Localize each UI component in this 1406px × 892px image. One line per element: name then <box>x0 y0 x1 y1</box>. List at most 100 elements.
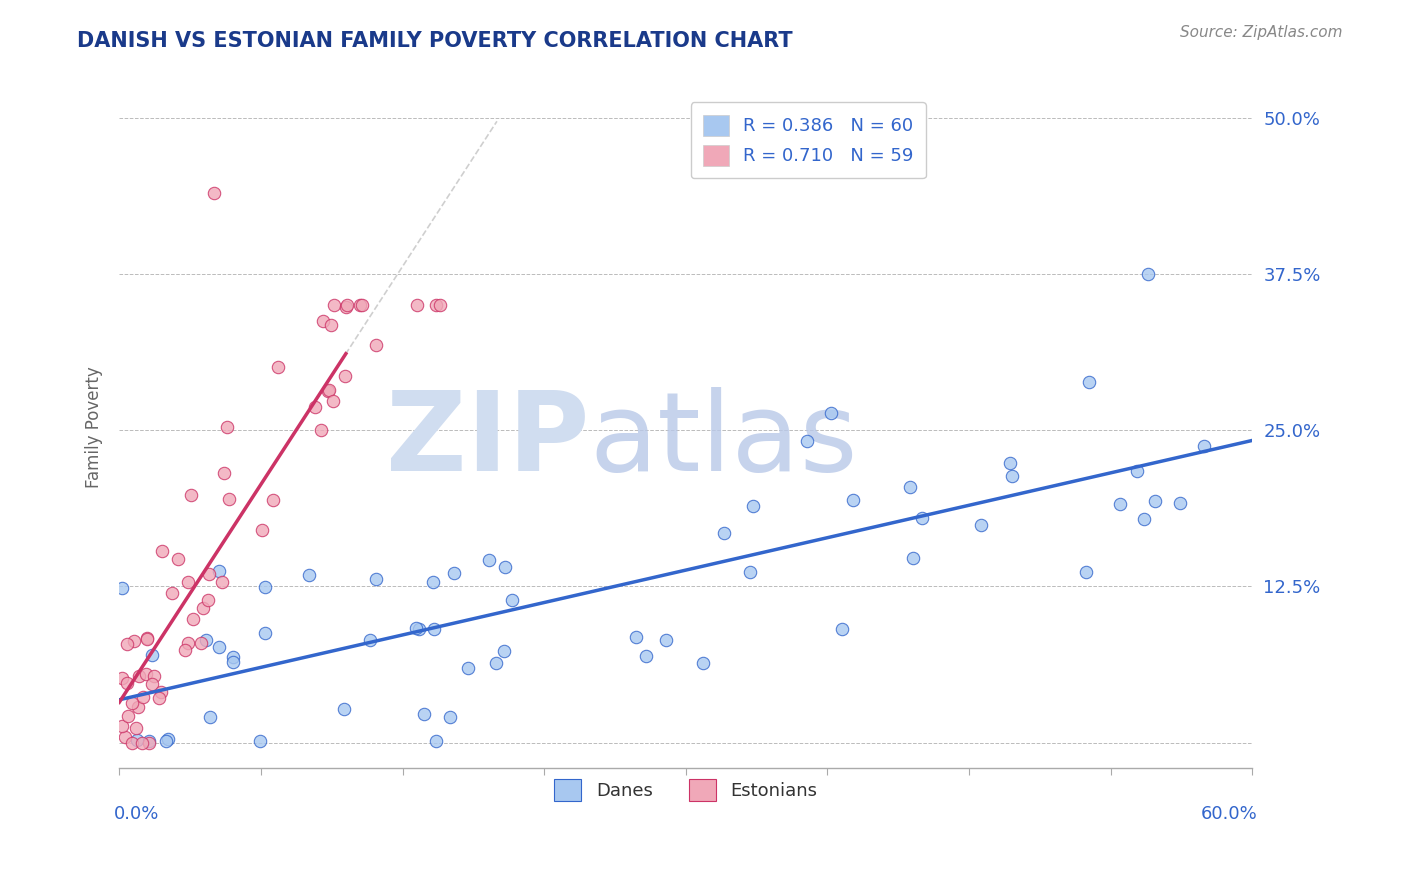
Point <box>1144 493 1167 508</box>
Point <box>422 575 444 590</box>
Text: 60.0%: 60.0% <box>1201 805 1258 823</box>
Point <box>1109 497 1132 511</box>
Point <box>132 690 155 704</box>
Point <box>115 637 138 651</box>
Point <box>322 298 344 312</box>
Point <box>901 550 924 565</box>
Point <box>692 656 714 670</box>
Point <box>998 456 1021 470</box>
Point <box>114 730 136 744</box>
Point <box>138 734 160 748</box>
Point <box>222 655 245 669</box>
Point <box>180 488 202 502</box>
Point <box>634 649 657 664</box>
Point <box>125 721 148 735</box>
Point <box>412 706 434 721</box>
Point <box>478 552 501 566</box>
Point <box>135 667 157 681</box>
Point <box>333 702 356 716</box>
Point <box>501 593 523 607</box>
Point <box>177 635 200 649</box>
Point <box>349 298 371 312</box>
Point <box>136 632 159 647</box>
Point <box>970 517 993 532</box>
Point <box>1192 439 1215 453</box>
Point <box>655 632 678 647</box>
Point <box>177 574 200 589</box>
Point <box>131 736 153 750</box>
Point <box>218 492 240 507</box>
Point <box>141 648 163 662</box>
Point <box>1074 565 1097 579</box>
Point <box>429 298 451 312</box>
Point <box>740 565 762 579</box>
Point <box>408 622 430 636</box>
Point <box>1001 469 1024 483</box>
Point <box>494 559 516 574</box>
Point <box>309 423 332 437</box>
Point <box>194 632 217 647</box>
Point <box>127 699 149 714</box>
Point <box>183 612 205 626</box>
Point <box>121 696 143 710</box>
Text: DANISH VS ESTONIAN FAMILY POVERTY CORRELATION CHART: DANISH VS ESTONIAN FAMILY POVERTY CORREL… <box>77 31 793 51</box>
Point <box>796 434 818 448</box>
Point <box>191 600 214 615</box>
Point <box>202 186 225 200</box>
Point <box>443 566 465 580</box>
Point <box>911 510 934 524</box>
Point <box>249 734 271 748</box>
Point <box>252 523 274 537</box>
Point <box>111 719 134 733</box>
Legend: R = 0.386   N = 60, R = 0.710   N = 59: R = 0.386 N = 60, R = 0.710 N = 59 <box>690 103 927 178</box>
Point <box>217 420 239 434</box>
Point <box>318 383 340 397</box>
Point <box>364 337 387 351</box>
Text: atlas: atlas <box>589 387 858 494</box>
Point <box>128 669 150 683</box>
Point <box>366 572 388 586</box>
Point <box>439 710 461 724</box>
Point <box>150 544 173 558</box>
Point <box>336 298 359 312</box>
Point <box>135 631 157 645</box>
Point <box>425 734 447 748</box>
Point <box>335 300 357 314</box>
Point <box>211 575 233 590</box>
Point <box>212 466 235 480</box>
Point <box>311 314 333 328</box>
Point <box>406 298 429 312</box>
Point <box>1077 375 1099 389</box>
Point <box>333 369 356 384</box>
Point <box>322 394 344 409</box>
Point <box>115 676 138 690</box>
Point <box>820 406 842 420</box>
Point <box>842 493 865 508</box>
Point <box>253 580 276 594</box>
Point <box>713 525 735 540</box>
Point <box>1168 496 1191 510</box>
Point <box>117 709 139 723</box>
Point <box>121 736 143 750</box>
Point <box>484 656 506 670</box>
Point <box>898 479 921 493</box>
Point <box>350 298 373 312</box>
Point <box>142 669 165 683</box>
Point <box>207 564 229 578</box>
Point <box>138 736 160 750</box>
Text: ZIP: ZIP <box>387 387 589 494</box>
Point <box>423 622 446 636</box>
Point <box>405 621 427 635</box>
Point <box>167 552 190 566</box>
Y-axis label: Family Poverty: Family Poverty <box>86 366 103 488</box>
Point <box>492 644 515 658</box>
Point <box>316 384 339 399</box>
Point <box>222 649 245 664</box>
Point <box>254 626 277 640</box>
Point <box>359 633 381 648</box>
Point <box>267 360 290 375</box>
Point <box>157 731 180 746</box>
Point <box>198 567 221 582</box>
Point <box>111 582 134 596</box>
Point <box>111 671 134 685</box>
